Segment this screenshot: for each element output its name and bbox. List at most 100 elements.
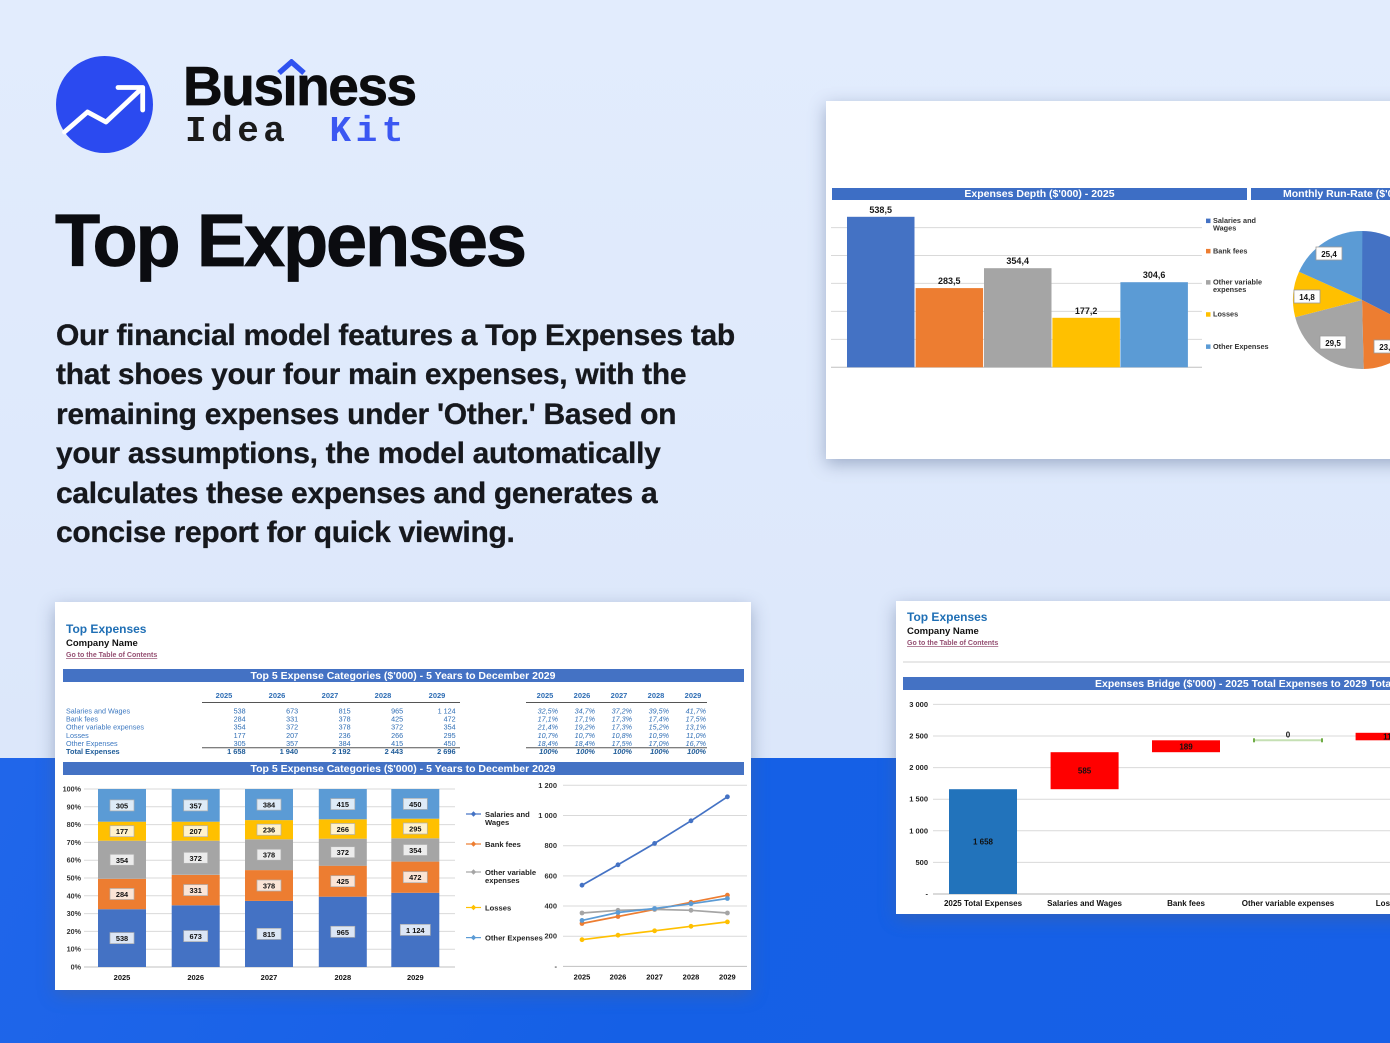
svg-text:283,5: 283,5 bbox=[938, 276, 961, 286]
svg-text:189: 189 bbox=[1179, 742, 1193, 751]
svg-text:14,8: 14,8 bbox=[1299, 293, 1315, 302]
svg-text:965: 965 bbox=[337, 928, 349, 937]
svg-text:10,7%: 10,7% bbox=[538, 731, 559, 740]
svg-text:2025: 2025 bbox=[114, 973, 131, 982]
svg-text:Other Expenses: Other Expenses bbox=[485, 933, 543, 942]
svg-text:100%: 100% bbox=[687, 747, 706, 756]
svg-text:207: 207 bbox=[286, 731, 298, 740]
svg-text:Other variable: Other variable bbox=[1213, 278, 1262, 287]
svg-text:41,7%: 41,7% bbox=[686, 707, 707, 716]
svg-text:2029: 2029 bbox=[719, 972, 736, 981]
svg-text:Company Name: Company Name bbox=[66, 638, 138, 649]
svg-text:34,7%: 34,7% bbox=[575, 707, 596, 716]
svg-text:2027: 2027 bbox=[611, 691, 628, 700]
svg-text:18,4%: 18,4% bbox=[538, 739, 559, 748]
svg-text:10,8%: 10,8% bbox=[612, 731, 633, 740]
svg-text:Go to the Table of Contents: Go to the Table of Contents bbox=[66, 652, 157, 659]
svg-text:10%: 10% bbox=[67, 945, 82, 954]
svg-text:2026: 2026 bbox=[269, 691, 286, 700]
svg-text:21,4%: 21,4% bbox=[537, 723, 559, 732]
svg-text:378: 378 bbox=[339, 723, 351, 732]
svg-text:295: 295 bbox=[409, 825, 421, 834]
svg-text:17,1%: 17,1% bbox=[538, 715, 559, 724]
svg-text:207: 207 bbox=[190, 827, 202, 836]
svg-text:378: 378 bbox=[263, 882, 275, 891]
svg-text:17,4%: 17,4% bbox=[649, 715, 670, 724]
svg-text:2025 Total Expenses: 2025 Total Expenses bbox=[944, 899, 1023, 908]
svg-text:415: 415 bbox=[337, 800, 349, 809]
svg-text:-: - bbox=[926, 890, 929, 899]
svg-text:Bank fees: Bank fees bbox=[1167, 899, 1205, 908]
svg-text:1 124: 1 124 bbox=[406, 926, 425, 935]
svg-text:354: 354 bbox=[116, 856, 129, 865]
svg-text:450: 450 bbox=[409, 800, 421, 809]
svg-text:266: 266 bbox=[391, 731, 403, 740]
svg-text:1 124: 1 124 bbox=[438, 707, 456, 716]
svg-text:15,2%: 15,2% bbox=[649, 723, 670, 732]
svg-text:60%: 60% bbox=[67, 856, 82, 865]
svg-text:384: 384 bbox=[263, 801, 276, 810]
svg-text:673: 673 bbox=[190, 932, 202, 941]
svg-text:500: 500 bbox=[915, 858, 928, 867]
svg-text:17,1%: 17,1% bbox=[575, 715, 596, 724]
svg-text:354,4: 354,4 bbox=[1006, 256, 1029, 266]
svg-text:expenses: expenses bbox=[485, 876, 520, 885]
svg-text:284: 284 bbox=[234, 715, 246, 724]
svg-text:70%: 70% bbox=[67, 838, 82, 847]
svg-text:100%: 100% bbox=[539, 747, 558, 756]
svg-text:200: 200 bbox=[544, 932, 557, 941]
svg-text:Salaries and Wages: Salaries and Wages bbox=[1047, 899, 1122, 908]
svg-text:10,7%: 10,7% bbox=[575, 731, 596, 740]
svg-text:Losses: Losses bbox=[1213, 310, 1238, 319]
svg-text:2026: 2026 bbox=[187, 973, 204, 982]
svg-text:17,3%: 17,3% bbox=[612, 723, 633, 732]
svg-text:236: 236 bbox=[263, 826, 275, 835]
svg-text:Other variable expenses: Other variable expenses bbox=[1242, 899, 1335, 908]
svg-text:Other Expenses: Other Expenses bbox=[1213, 342, 1269, 351]
svg-text:305: 305 bbox=[234, 739, 246, 748]
svg-text:Top 5 Expense Categories ($'00: Top 5 Expense Categories ($'000) - 5 Yea… bbox=[250, 670, 555, 682]
svg-text:32,5%: 32,5% bbox=[538, 707, 559, 716]
svg-text:378: 378 bbox=[263, 851, 275, 860]
svg-text:10,9%: 10,9% bbox=[649, 731, 670, 740]
svg-text:37,2%: 37,2% bbox=[612, 707, 633, 716]
svg-text:372: 372 bbox=[286, 723, 298, 732]
svg-text:Losses: Losses bbox=[1376, 899, 1390, 908]
svg-text:538,5: 538,5 bbox=[869, 205, 892, 215]
svg-text:1 940: 1 940 bbox=[280, 747, 299, 756]
svg-text:354: 354 bbox=[234, 723, 246, 732]
svg-text:1 000: 1 000 bbox=[538, 811, 557, 820]
svg-text:Bank fees: Bank fees bbox=[1213, 246, 1247, 255]
svg-text:2029: 2029 bbox=[685, 691, 702, 700]
svg-text:Salaries and: Salaries and bbox=[485, 810, 530, 819]
svg-text:50%: 50% bbox=[67, 874, 82, 883]
svg-text:1 658: 1 658 bbox=[973, 838, 994, 847]
svg-text:2026: 2026 bbox=[574, 691, 591, 700]
svg-text:118: 118 bbox=[1383, 733, 1390, 742]
svg-text:-: - bbox=[555, 962, 558, 971]
svg-text:100%: 100% bbox=[613, 747, 632, 756]
svg-text:Top 5 Expense Categories ($'00: Top 5 Expense Categories ($'000) - 5 Yea… bbox=[250, 763, 555, 775]
svg-text:1 000: 1 000 bbox=[909, 826, 928, 835]
svg-text:284: 284 bbox=[116, 890, 129, 899]
svg-text:80%: 80% bbox=[67, 820, 82, 829]
svg-text:2027: 2027 bbox=[646, 972, 663, 981]
svg-text:372: 372 bbox=[337, 848, 349, 857]
svg-text:357: 357 bbox=[190, 801, 202, 810]
svg-text:400: 400 bbox=[544, 902, 557, 911]
svg-text:expenses: expenses bbox=[1213, 285, 1246, 294]
svg-text:30%: 30% bbox=[67, 909, 82, 918]
svg-text:2028: 2028 bbox=[648, 691, 665, 700]
svg-text:304,6: 304,6 bbox=[1143, 270, 1166, 280]
svg-text:Salaries and: Salaries and bbox=[1213, 216, 1256, 225]
svg-text:Total Expenses: Total Expenses bbox=[66, 747, 120, 756]
svg-text:16,7%: 16,7% bbox=[686, 739, 707, 748]
svg-text:Top Expenses: Top Expenses bbox=[66, 622, 147, 636]
svg-text:585: 585 bbox=[1078, 767, 1092, 776]
svg-text:673: 673 bbox=[286, 707, 298, 716]
svg-text:18,4%: 18,4% bbox=[575, 739, 596, 748]
svg-text:Bank fees: Bank fees bbox=[66, 715, 98, 724]
svg-text:177,2: 177,2 bbox=[1075, 306, 1098, 316]
svg-text:25,4: 25,4 bbox=[1321, 250, 1337, 259]
svg-text:815: 815 bbox=[339, 707, 351, 716]
